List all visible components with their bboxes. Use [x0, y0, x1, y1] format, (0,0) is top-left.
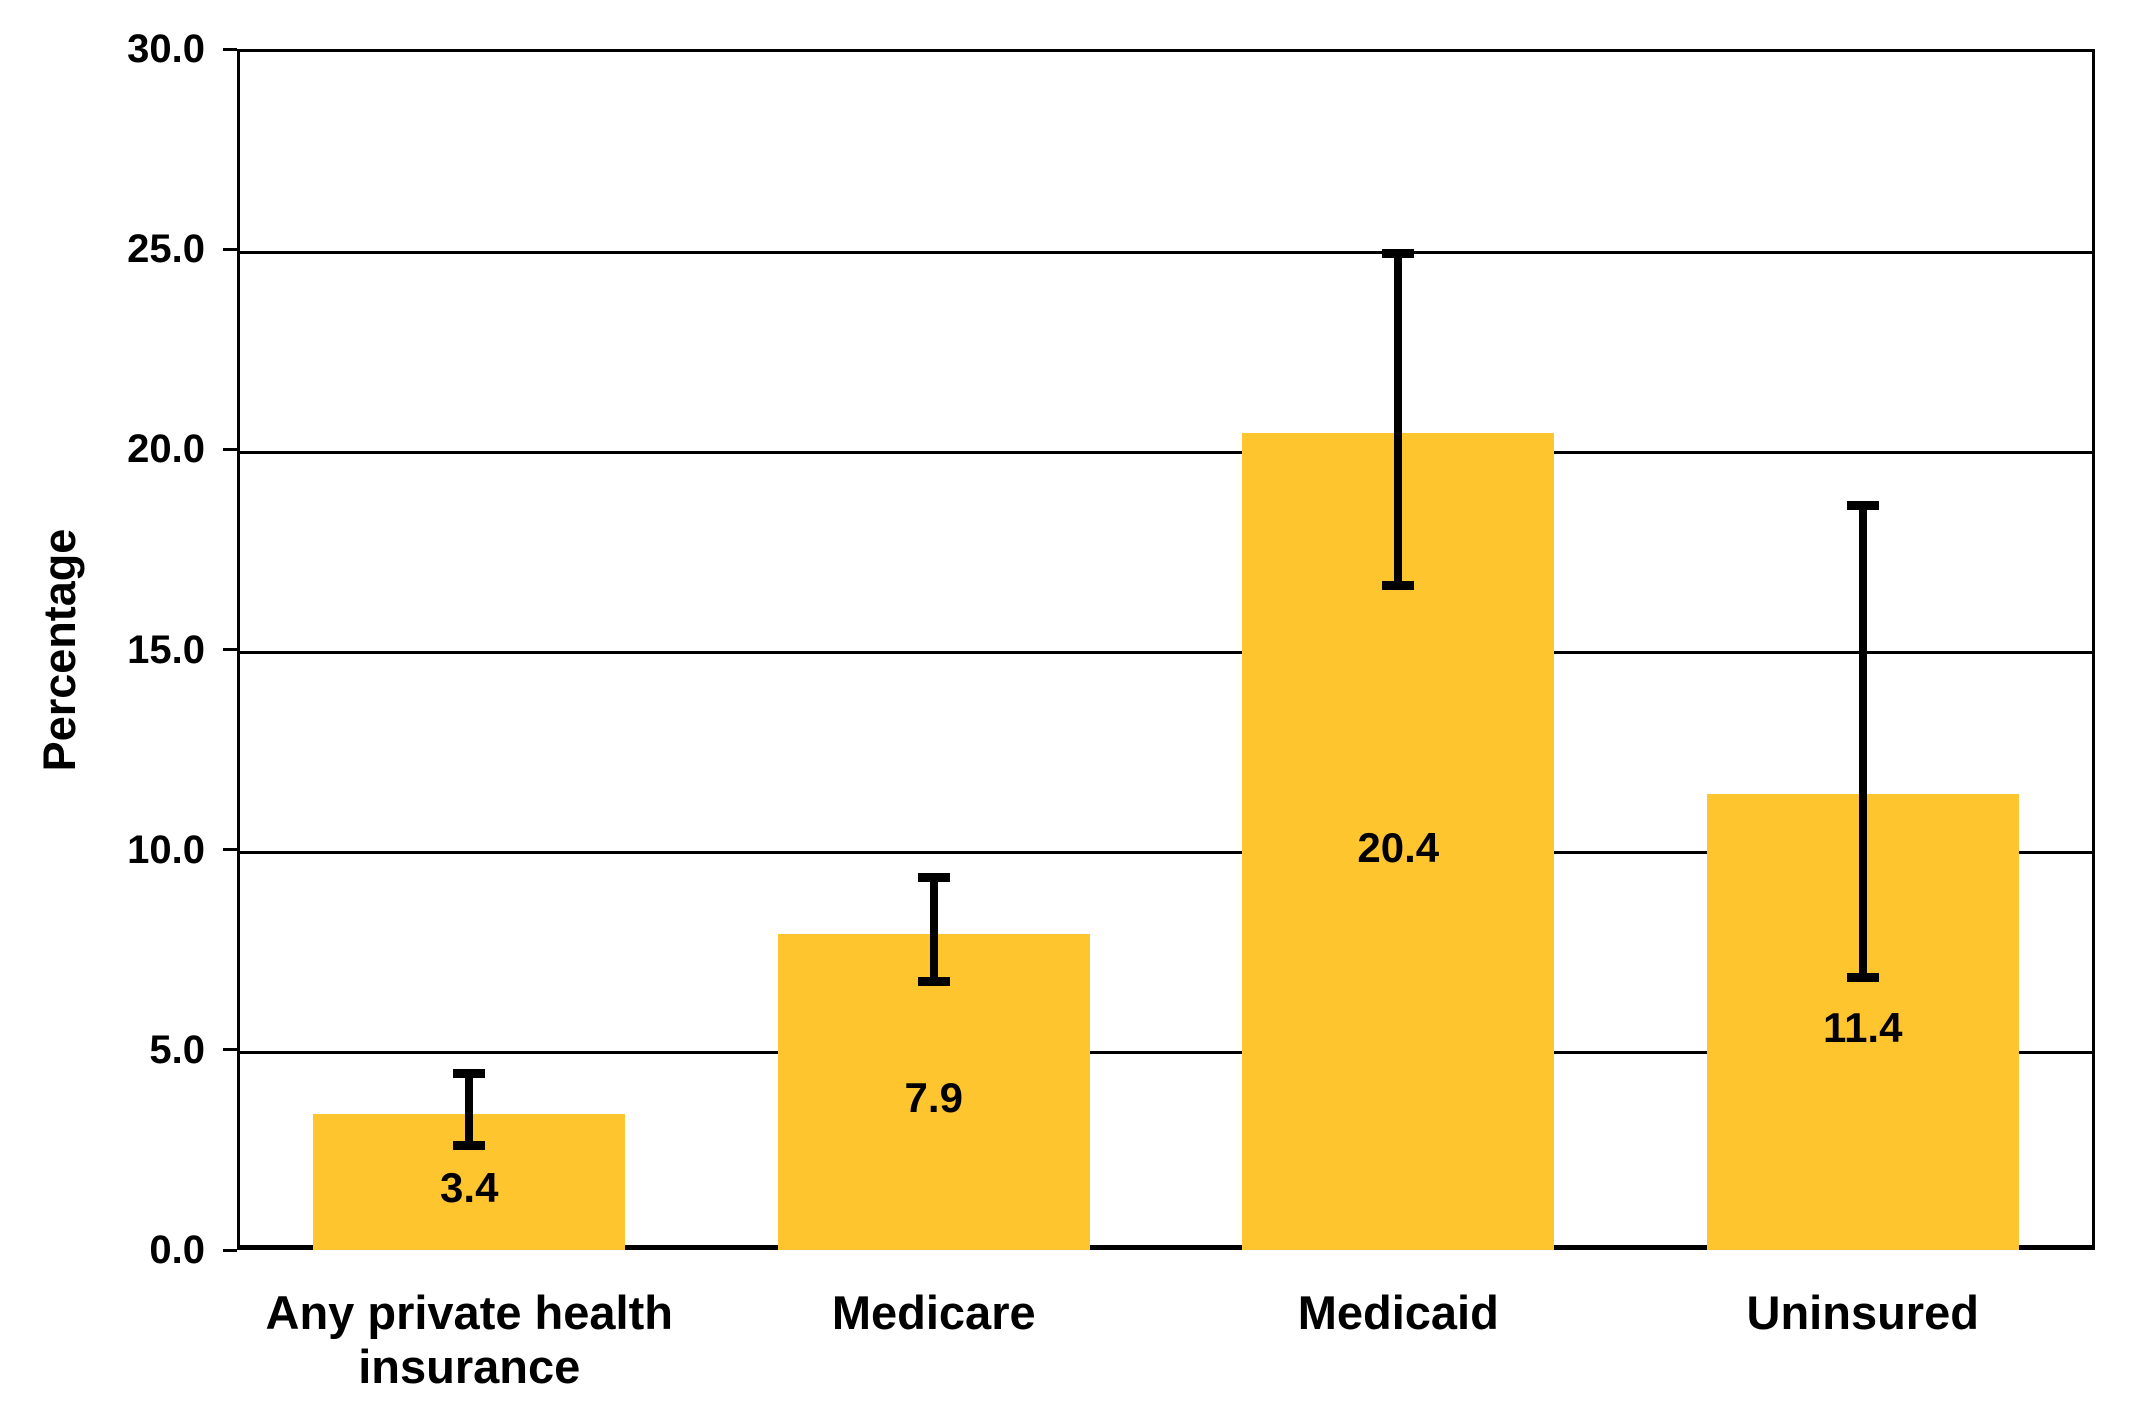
y-axis-tick — [223, 447, 237, 451]
gridline — [240, 450, 2092, 454]
bar-value-label: 7.9 — [904, 1073, 963, 1121]
gridline — [240, 1051, 2092, 1055]
y-axis-tick — [223, 1248, 237, 1252]
gridline — [240, 851, 2092, 855]
error-bar-cap-bottom — [1382, 580, 1415, 590]
x-category-label-line: Uninsured — [1746, 1286, 1979, 1339]
error-bar-cap-top — [453, 1069, 486, 1079]
error-bar-cap-top — [1846, 500, 1879, 510]
y-axis-tick — [223, 648, 237, 651]
x-category-label: Uninsured — [1631, 1286, 2096, 1340]
bar-value-label: 3.4 — [440, 1163, 499, 1211]
error-bar-cap-bottom — [1846, 973, 1879, 983]
y-tick-label: 20.0 — [127, 427, 205, 472]
error-bar-line — [1858, 505, 1867, 978]
y-tick-label: 15.0 — [127, 627, 205, 672]
gridline — [240, 651, 2092, 654]
error-bar-cap-bottom — [453, 1141, 486, 1151]
y-tick-label: 30.0 — [127, 27, 205, 71]
error-bar-cap-top — [917, 873, 950, 883]
error-bar-cap-bottom — [917, 977, 950, 987]
x-category-label-line: Medicaid — [1297, 1286, 1499, 1339]
x-category-label-line: Any private health — [265, 1286, 673, 1339]
plot-area — [237, 49, 2095, 1250]
error-bar-line — [1394, 253, 1403, 586]
y-axis-tick — [223, 47, 237, 51]
bar — [777, 933, 1090, 1250]
bar-value-label: 11.4 — [1823, 1003, 1903, 1051]
y-tick-label: 5.0 — [149, 1027, 205, 1072]
y-tick-label: 10.0 — [127, 827, 205, 872]
error-bar-line — [929, 877, 938, 982]
x-category-label-line: insurance — [358, 1340, 581, 1393]
y-axis-tick — [223, 1048, 237, 1052]
y-tick-label: 25.0 — [127, 227, 205, 272]
x-category-label: Medicaid — [1166, 1286, 1631, 1340]
error-bar-cap-top — [1382, 248, 1415, 258]
y-tick-label: 0.0 — [149, 1228, 205, 1272]
y-axis-tick — [223, 247, 237, 251]
y-axis-tick — [223, 848, 237, 852]
error-bar-line — [465, 1073, 474, 1146]
x-category-label: Medicare — [702, 1286, 1167, 1340]
x-category-label: Any private health insurance — [237, 1286, 702, 1394]
gridline — [240, 250, 2092, 254]
x-category-label-line: Medicare — [831, 1286, 1036, 1339]
bar-value-label: 20.4 — [1357, 823, 1440, 871]
